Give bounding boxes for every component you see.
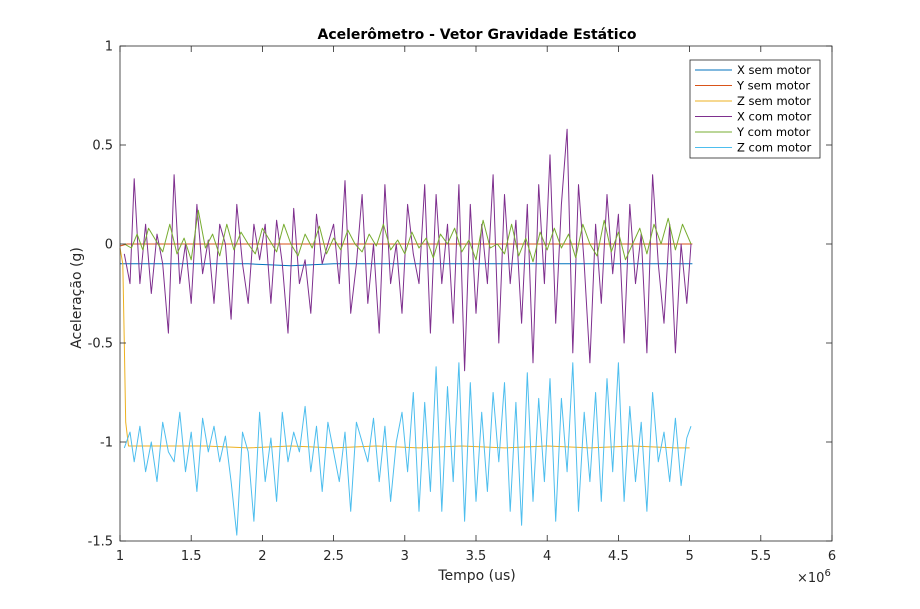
x-tick-label: 3.5 [466, 549, 487, 564]
x-tick-label: 3 [401, 549, 409, 564]
x-tick-label: 1.5 [181, 549, 202, 564]
series-line-5 [124, 209, 692, 263]
y-tick-label: -0.5 [88, 337, 113, 352]
x-tick-label: 2.5 [323, 549, 344, 564]
series-line-3 [119, 247, 690, 449]
x-tick-label: 1 [116, 549, 124, 564]
y-tick-label: 1 [105, 40, 113, 55]
x-axis-exponent-base: ×10 [797, 571, 824, 586]
x-tick-label: 4.5 [608, 549, 629, 564]
x-tick-label: 5 [685, 549, 693, 564]
legend-entry: X sem motor [737, 63, 811, 77]
legend-entry: Y sem motor [736, 79, 810, 93]
series-layer [119, 128, 693, 536]
legend-box [689, 59, 821, 159]
legend-entry: Z sem motor [737, 94, 811, 108]
x-tick-label: 6 [828, 549, 836, 564]
axes-layer: 1 1.5 2 2.5 3 3.5 4 4.5 5 5.5 6 -1.5 -1 -0.5 0 0.5 1 [88, 40, 837, 565]
x-tick-label: 5.5 [750, 549, 771, 564]
y-tick-label: 0 [105, 238, 113, 253]
y-tick-label: -1 [100, 436, 113, 451]
x-tick-label: 2 [258, 549, 266, 564]
y-tick-label: -1.5 [88, 535, 113, 550]
chart-title: Acelerômetro - Vetor Gravidade Estático [317, 27, 636, 43]
x-axis-exponent-power: 6 [824, 568, 830, 579]
series-line-2 [119, 243, 693, 247]
legend-entry: Z com motor [737, 141, 812, 155]
series-line-6 [123, 362, 692, 536]
y-tick-label: 0.5 [92, 139, 113, 154]
x-axis-label: Tempo (us) [437, 568, 515, 584]
legend-entry: Y com motor [736, 125, 811, 139]
x-axis-exponent: ×106 [797, 568, 831, 586]
y-axis-label: Aceleração (g) [69, 247, 85, 349]
x-tick-label: 4 [543, 549, 551, 564]
legend-entry: X com motor [737, 110, 812, 124]
